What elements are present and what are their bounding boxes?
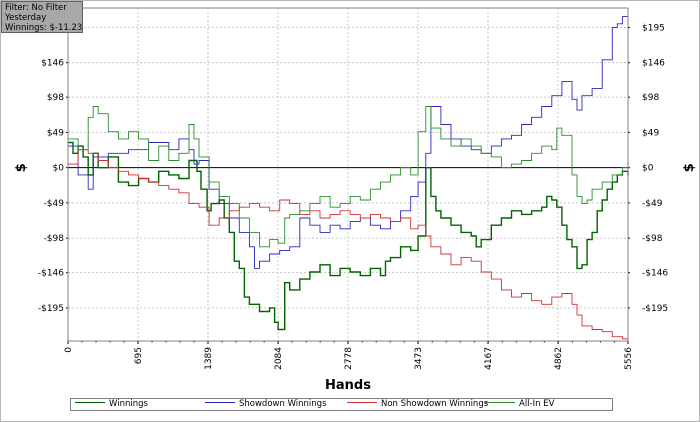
series-line-non_showdown	[68, 149, 629, 340]
date-range-label: Yesterday	[5, 13, 47, 23]
x-tick-label: 5556	[624, 347, 634, 370]
legend-swatch	[75, 402, 105, 403]
y-tick-label-left: $49	[47, 128, 64, 138]
y-tick-label-right: $49	[642, 128, 659, 138]
y-tick-label-left: -$146	[38, 269, 64, 279]
series-line-winnings	[68, 141, 629, 331]
series-lines	[68, 8, 629, 340]
y-tick-label-right: $146	[642, 59, 665, 69]
y-tick-label-left: $0	[53, 164, 65, 174]
y-tick-label-left: $98	[47, 93, 64, 103]
y-tick-label-right: -$146	[642, 269, 668, 279]
x-tick-label: 4862	[554, 347, 564, 370]
x-tick-label: 3473	[414, 347, 424, 370]
y-tick-label-right: $98	[642, 93, 659, 103]
y-tick-label-right: -$98	[642, 234, 663, 244]
legend-swatch	[485, 402, 515, 403]
legend-item-showdown: Showdown Winnings	[205, 399, 327, 410]
legend-label: All-In EV	[519, 399, 555, 409]
legend-label: Winnings	[109, 399, 148, 409]
x-axis-title: Hands	[325, 378, 371, 393]
x-tick-label: 695	[134, 347, 144, 364]
x-tick-label: 1389	[204, 347, 214, 370]
legend-item-non_showdown: Non Showdown Winnings	[347, 399, 488, 410]
y-tick-label-right: $0	[642, 164, 654, 174]
x-tick-label: 0	[64, 347, 74, 353]
filter-label: Filter: No Filter	[5, 3, 67, 13]
y-tick-label-left: $146	[41, 59, 64, 69]
y-tick-label-left: -$98	[44, 234, 65, 244]
legend-item-allin_ev: All-In EV	[485, 399, 554, 410]
axes	[66, 7, 630, 344]
y-tick-label-right: -$195	[642, 304, 668, 314]
series-line-showdown	[68, 8, 629, 269]
x-tick-label: 2778	[344, 347, 354, 370]
x-tick-label: 4167	[484, 347, 494, 370]
x-tick-label: 2084	[274, 347, 284, 370]
y-tick-label-right: -$49	[642, 199, 663, 209]
y-tick-label-right: $195	[642, 23, 665, 33]
plot-area-border	[67, 7, 629, 342]
y-tick-label-left: -$195	[38, 304, 64, 314]
legend-swatch	[205, 402, 235, 403]
winnings-total-label: Winnings: $-11.23	[5, 23, 83, 33]
legend-swatch	[347, 402, 377, 403]
grid-lines	[67, 8, 629, 341]
legend-label: Non Showdown Winnings	[381, 399, 489, 409]
filter-info-box: Filter: No Filter Yesterday Winnings: $-…	[1, 1, 83, 33]
series-line-allin_ev	[68, 106, 629, 248]
y-axis-title-right: $	[682, 163, 697, 172]
legend-item-winnings: Winnings	[75, 399, 148, 410]
y-axis-title-left: $	[14, 163, 29, 172]
legend-label: Showdown Winnings	[239, 399, 327, 409]
legend: Winnings Showdown Winnings Non Showdown Wi…	[70, 398, 613, 411]
y-tick-label-left: -$49	[44, 199, 65, 209]
